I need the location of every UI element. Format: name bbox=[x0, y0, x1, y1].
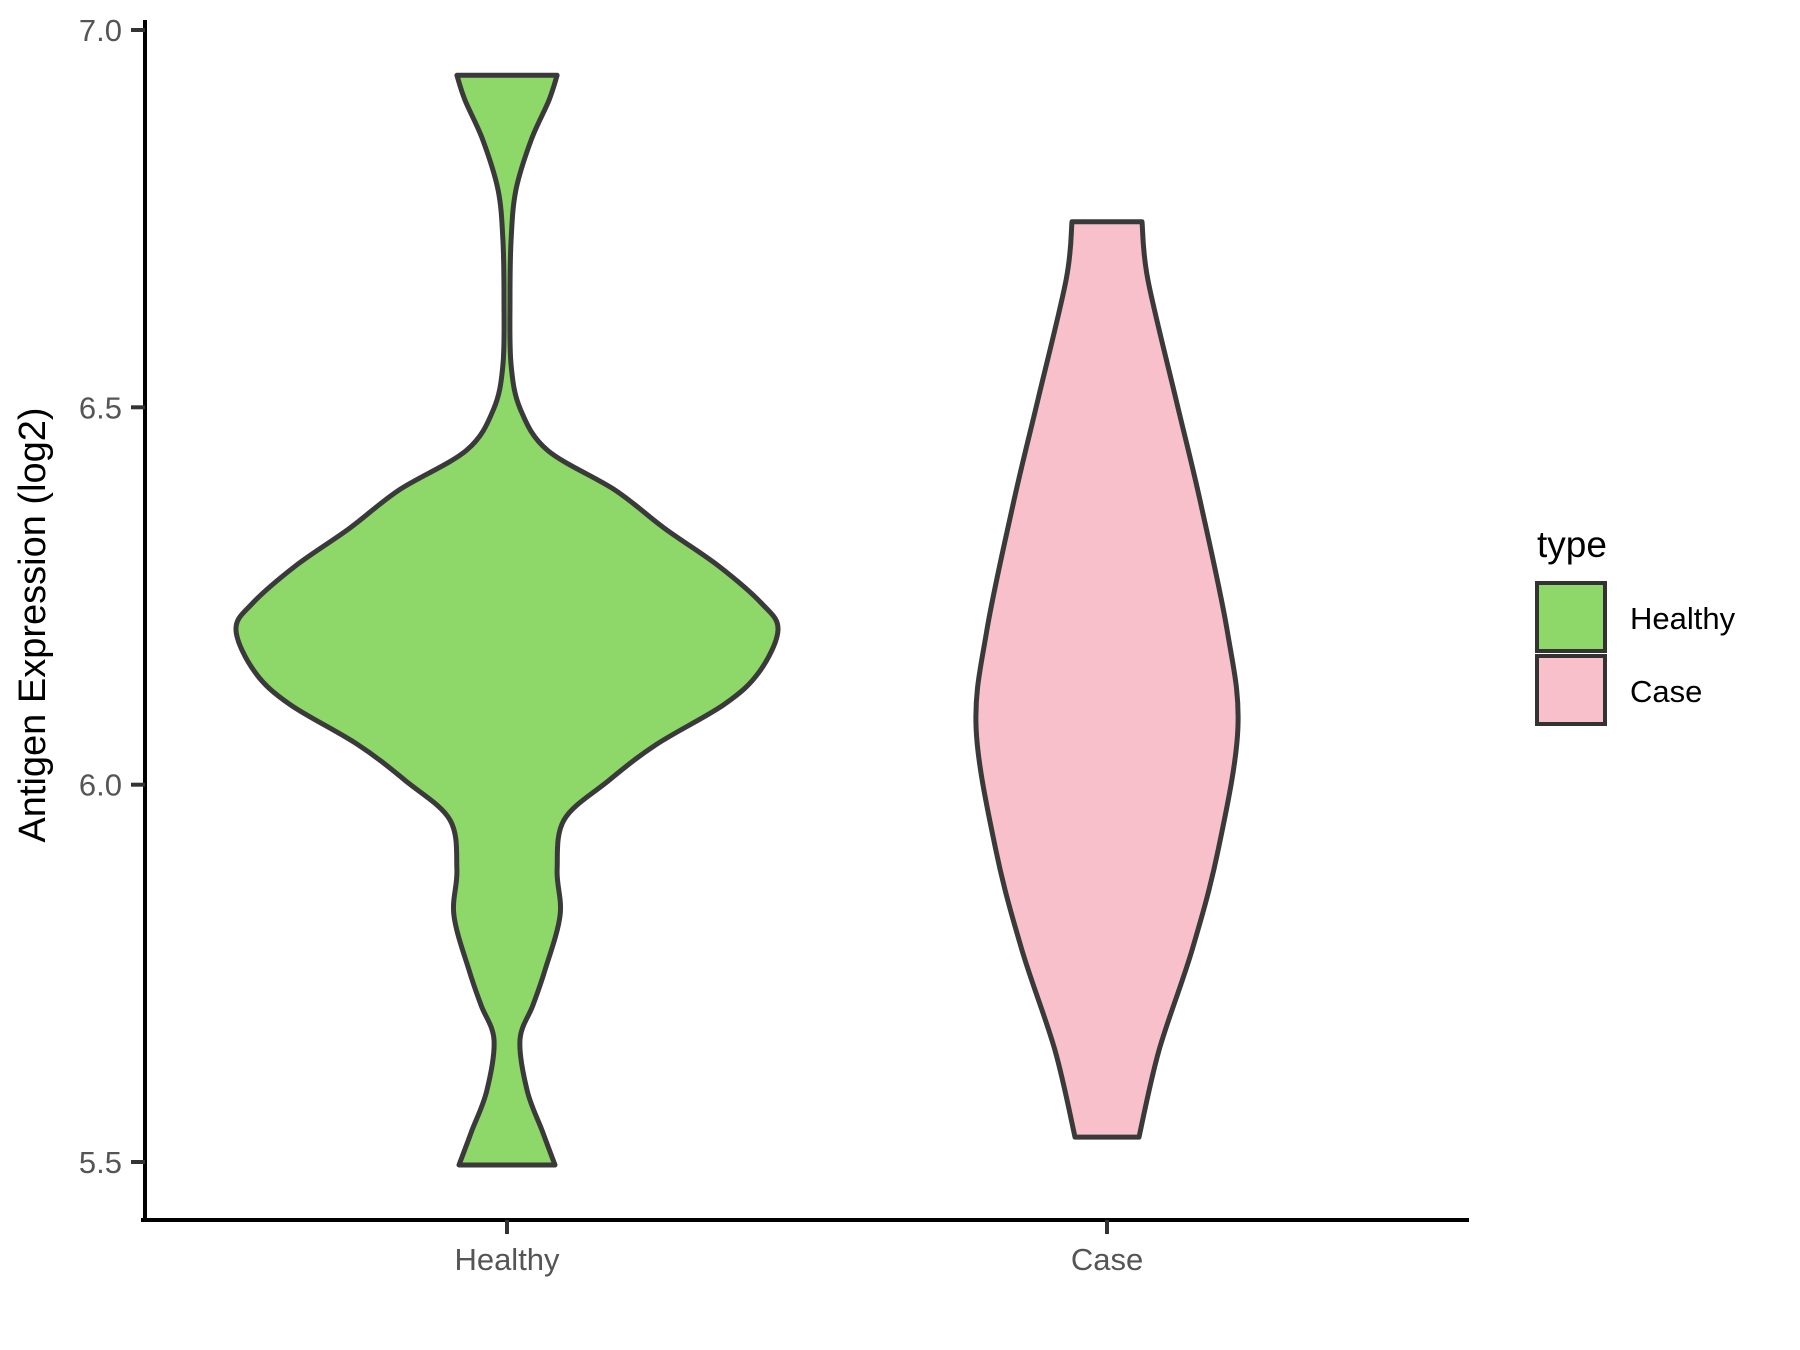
legend-key-case bbox=[1535, 654, 1607, 726]
plot-panel bbox=[233, 72, 1241, 1168]
y-axis-title: Antigen Expression (log2) bbox=[12, 407, 54, 842]
x-axis: Healthy Case bbox=[141, 1218, 1469, 1277]
healthy-violin bbox=[233, 72, 781, 1168]
y-axis: 7.0 6.5 6.0 5.5 Antigen Expression (log2… bbox=[12, 13, 147, 1222]
y-tick-label: 5.5 bbox=[79, 1145, 122, 1180]
x-tick-label-healthy: Healthy bbox=[454, 1242, 560, 1277]
legend-label-healthy: Healthy bbox=[1630, 601, 1736, 636]
y-tick-label: 7.0 bbox=[79, 13, 122, 48]
legend-key-healthy bbox=[1535, 581, 1607, 653]
legend: type Healthy Case bbox=[1535, 524, 1736, 726]
x-tick-label-case: Case bbox=[1071, 1242, 1143, 1277]
case-violin bbox=[973, 219, 1241, 1140]
y-tick-label: 6.0 bbox=[79, 768, 122, 803]
legend-label-case: Case bbox=[1630, 674, 1702, 709]
y-tick-label: 6.5 bbox=[79, 390, 122, 425]
legend-title: type bbox=[1537, 524, 1607, 565]
